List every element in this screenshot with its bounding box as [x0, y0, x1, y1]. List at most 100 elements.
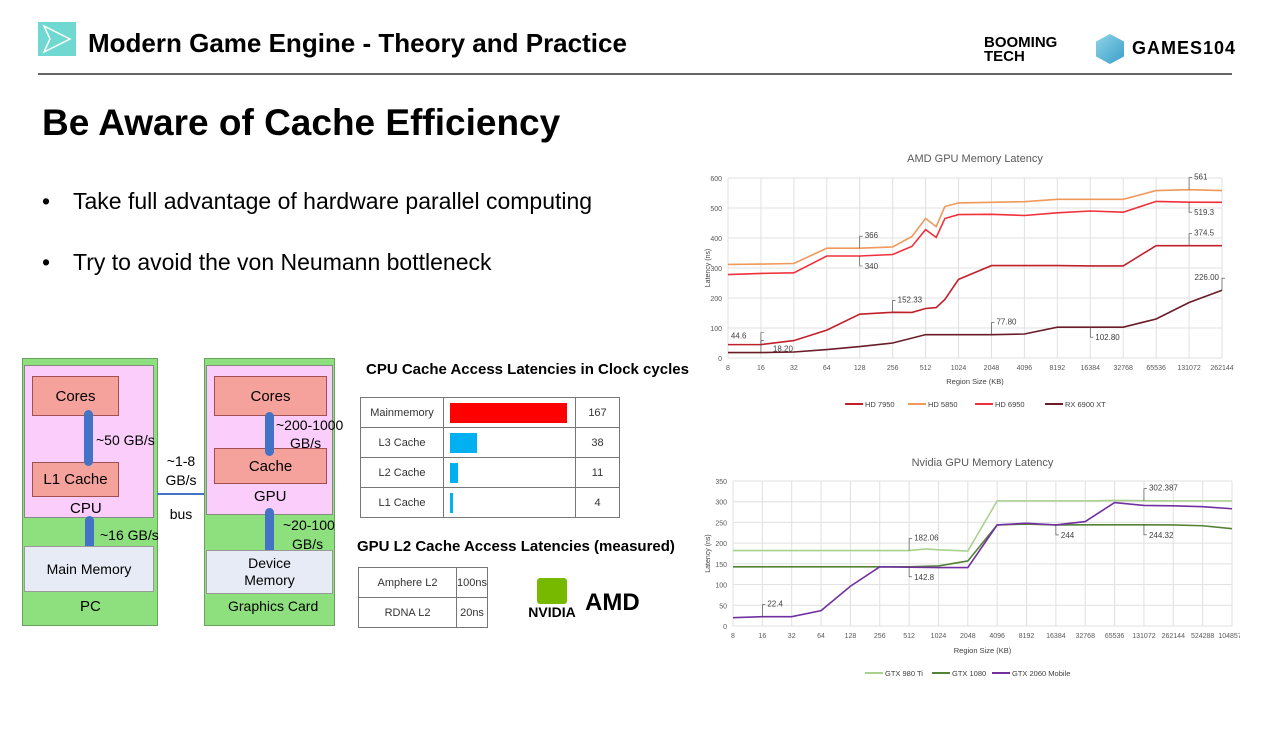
chart-title: AMD GPU Memory Latency: [907, 153, 1043, 165]
data-label: 44.6: [731, 332, 747, 341]
bar-cell: [443, 457, 576, 488]
data-label: 152.33: [898, 295, 923, 304]
data-label: 102.80: [1095, 333, 1120, 342]
x-tick-label: 64: [823, 365, 831, 372]
y-tick-label: 100: [710, 326, 722, 333]
main-memory-box: Main Memory: [24, 546, 154, 592]
bandwidth-label: GB/s: [292, 536, 324, 552]
gpu-latency-table: Amphere L2 100ns RDNA L2 20ns: [357, 567, 488, 628]
annotation-leader: [908, 566, 913, 578]
header-divider: [38, 73, 1232, 75]
cpu-label: CPU: [70, 500, 102, 517]
graphics-card-label: Graphics Card: [228, 598, 319, 614]
series-line-rx-6900-xt: [728, 289, 1223, 354]
annotation-leader: [1055, 524, 1059, 536]
x-tick-label: 4096: [989, 633, 1005, 640]
table-row: RDNA L2 20ns: [357, 597, 488, 628]
annotation-leader: [1188, 177, 1193, 190]
x-axis-label: Region Size (KB): [954, 646, 1012, 655]
x-tick-label: 131072: [1177, 365, 1200, 372]
bar-cell: [443, 397, 576, 428]
annotation-leader: [1143, 488, 1147, 501]
course-title: Modern Game Engine - Theory and Practice: [88, 28, 627, 58]
x-tick-label: 2048: [984, 365, 1000, 372]
table-row: L3 Cache 38: [360, 427, 620, 458]
annotation-leader: [991, 322, 995, 335]
y-tick-label: 50: [719, 603, 727, 610]
data-label: 226.00: [1195, 273, 1220, 282]
y-axis-label: Latency (ns): [705, 534, 712, 573]
table-cell: L1 Cache: [360, 487, 444, 518]
x-tick-label: 64: [817, 633, 825, 640]
x-tick-label: 256: [874, 633, 886, 640]
table-row: Amphere L2 100ns: [357, 567, 488, 598]
bar-cell: [443, 427, 576, 458]
amd-latency-chart: AMD GPU Memory Latency 0 100 200 300 400 500 60…: [705, 153, 1234, 409]
x-tick-label: 131072: [1132, 633, 1155, 640]
data-label: 519.3: [1194, 208, 1215, 217]
annotation-leader: [859, 256, 863, 267]
x-tick-label: 256: [887, 365, 899, 372]
y-tick-label: 350: [715, 479, 727, 486]
series-line-gtx-1080: [733, 523, 1233, 568]
course-logo-icon: [38, 22, 76, 56]
y-axis-label: Latency (ns): [705, 249, 712, 288]
cpu-core-l1-link: [84, 410, 93, 466]
bar-cell: [443, 487, 576, 518]
bus-label: bus: [169, 506, 193, 522]
table-cell: 167: [575, 397, 620, 428]
games104-logo: GAMES104: [1132, 38, 1237, 58]
table-cell: RDNA L2: [357, 597, 458, 628]
chart-title: Nvidia GPU Memory Latency: [912, 457, 1054, 469]
data-label: 18.20: [773, 345, 794, 354]
latency-bar: [450, 432, 477, 453]
table-row: Mainmemory 167: [360, 397, 620, 428]
latency-bar: [450, 462, 458, 483]
x-axis-label: Region Size (KB): [946, 377, 1004, 386]
gpu-core-cache-link: [265, 412, 274, 456]
bullet-item: • Try to avoid the von Neumann bottleneck: [42, 249, 492, 275]
amd-logo: AMD: [585, 589, 640, 616]
x-tick-label: 32: [788, 633, 796, 640]
y-tick-label: 200: [710, 296, 722, 303]
bandwidth-label: GB/s: [290, 435, 322, 451]
legend-label: HD 7950: [865, 400, 895, 409]
data-label: 244: [1061, 531, 1075, 540]
y-tick-label: 100: [715, 583, 727, 590]
y-tick-label: 150: [715, 562, 727, 569]
x-tick-label: 8192: [1050, 365, 1066, 372]
y-tick-label: 300: [715, 500, 727, 507]
table-cell: 11: [575, 457, 620, 488]
x-tick-label: 32768: [1113, 365, 1133, 372]
data-label: 244.32: [1149, 531, 1174, 540]
x-tick-label: 16384: [1046, 633, 1066, 640]
series-line-hd-7950: [728, 244, 1222, 346]
legend-label: HD 6950: [995, 400, 1025, 409]
bandwidth-label: ~200-1000: [276, 417, 344, 433]
x-tick-label: 16: [757, 365, 765, 372]
annotation-leader: [1221, 277, 1225, 291]
legend-label: GTX 980 Ti: [885, 669, 923, 678]
table-row: L1 Cache 4: [360, 487, 620, 518]
x-tick-label: 2048: [960, 633, 976, 640]
y-tick-label: 400: [710, 236, 722, 243]
series-line-gtx-980-ti: [732, 499, 1232, 552]
x-tick-label: 1024: [931, 633, 947, 640]
device-memory-label: Device: [248, 555, 291, 571]
x-tick-label: 128: [845, 633, 857, 640]
x-tick-label: 1024: [951, 365, 967, 372]
annotation-leader: [892, 300, 896, 313]
cpu-l1-cache-box: L1 Cache: [32, 462, 119, 497]
table-cell: L3 Cache: [360, 427, 444, 458]
annotation-leader: [762, 604, 766, 617]
x-tick-label: 16: [758, 633, 766, 640]
y-tick-label: 600: [710, 176, 722, 183]
gpu-cores-box: Cores: [214, 376, 327, 416]
legend-label: HD 5850: [928, 400, 958, 409]
device-memory-label: Memory: [244, 572, 295, 588]
x-tick-label: 262144: [1210, 365, 1233, 372]
device-memory-box: Device Memory: [206, 550, 333, 594]
bandwidth-label: ~50 GB/s: [96, 432, 155, 448]
legend-label: RX 6900 XT: [1065, 400, 1106, 409]
gpu-cache-box: Cache: [214, 448, 327, 484]
